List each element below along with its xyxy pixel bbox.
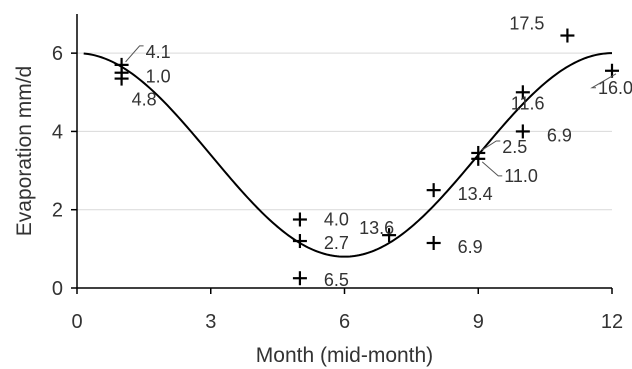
x-tick-label-3: 3 <box>205 311 216 333</box>
data-point-label: 13.6 <box>359 218 394 238</box>
data-point-label: 4.8 <box>132 90 157 110</box>
data-point-label: 6.9 <box>547 125 572 145</box>
point-labels: 4.1 1.0 4.8 4.0 2.7 6.5 13.6 13.4 6.9 2.5 11.0 11.6… <box>132 14 632 291</box>
y-tick-labels: 0 2 4 6 <box>52 43 77 300</box>
y-tick-label-6: 6 <box>52 43 63 65</box>
label-leader-lines <box>125 45 617 177</box>
data-point-label: 6.9 <box>458 237 483 257</box>
data-point-marker <box>515 85 530 100</box>
x-tick-label-0: 0 <box>71 311 82 333</box>
y-tick-label-4: 4 <box>52 121 63 143</box>
data-point-marker <box>292 271 307 286</box>
data-point-marker <box>114 71 129 86</box>
data-point-label: 16.0 <box>598 78 632 98</box>
data-point-label: 13.4 <box>458 184 493 204</box>
data-point-label: 1.0 <box>146 67 171 87</box>
data-point-marker <box>292 234 307 249</box>
leader-line <box>590 73 617 89</box>
data-point-label: 4.1 <box>146 42 171 62</box>
x-tick-labels: 0 3 6 9 12 <box>71 288 623 333</box>
x-tick-label-6: 6 <box>339 311 350 333</box>
data-points <box>114 28 619 286</box>
data-point-marker <box>605 63 619 78</box>
y-tick-label-2: 2 <box>52 200 63 222</box>
data-point-marker <box>471 151 486 166</box>
leader-line <box>481 161 503 177</box>
data-point-label: 17.5 <box>509 14 544 34</box>
x-tick-label-12: 12 <box>601 311 623 333</box>
data-point-marker <box>382 228 397 243</box>
y-axis-title: Evaporation mm/d <box>13 66 36 236</box>
leader-line <box>125 45 144 63</box>
data-point-marker <box>292 212 307 227</box>
leader-line <box>481 140 501 151</box>
data-point-label: 11.6 <box>511 93 545 113</box>
x-axis-title: Month (mid-month) <box>256 344 433 367</box>
data-point-marker <box>426 235 441 250</box>
data-point-label: 2.5 <box>502 137 527 157</box>
x-tick-label-9: 9 <box>473 311 484 333</box>
y-tick-label-0: 0 <box>52 278 63 300</box>
data-point-label: 6.5 <box>324 270 349 290</box>
data-point-marker <box>426 183 441 198</box>
data-point-marker <box>560 28 575 43</box>
data-point-label: 11.0 <box>504 166 538 186</box>
data-point-label: 4.0 <box>324 210 349 230</box>
data-point-label: 2.7 <box>324 233 349 253</box>
fit-curve <box>83 52 613 258</box>
data-point-marker <box>515 124 530 139</box>
